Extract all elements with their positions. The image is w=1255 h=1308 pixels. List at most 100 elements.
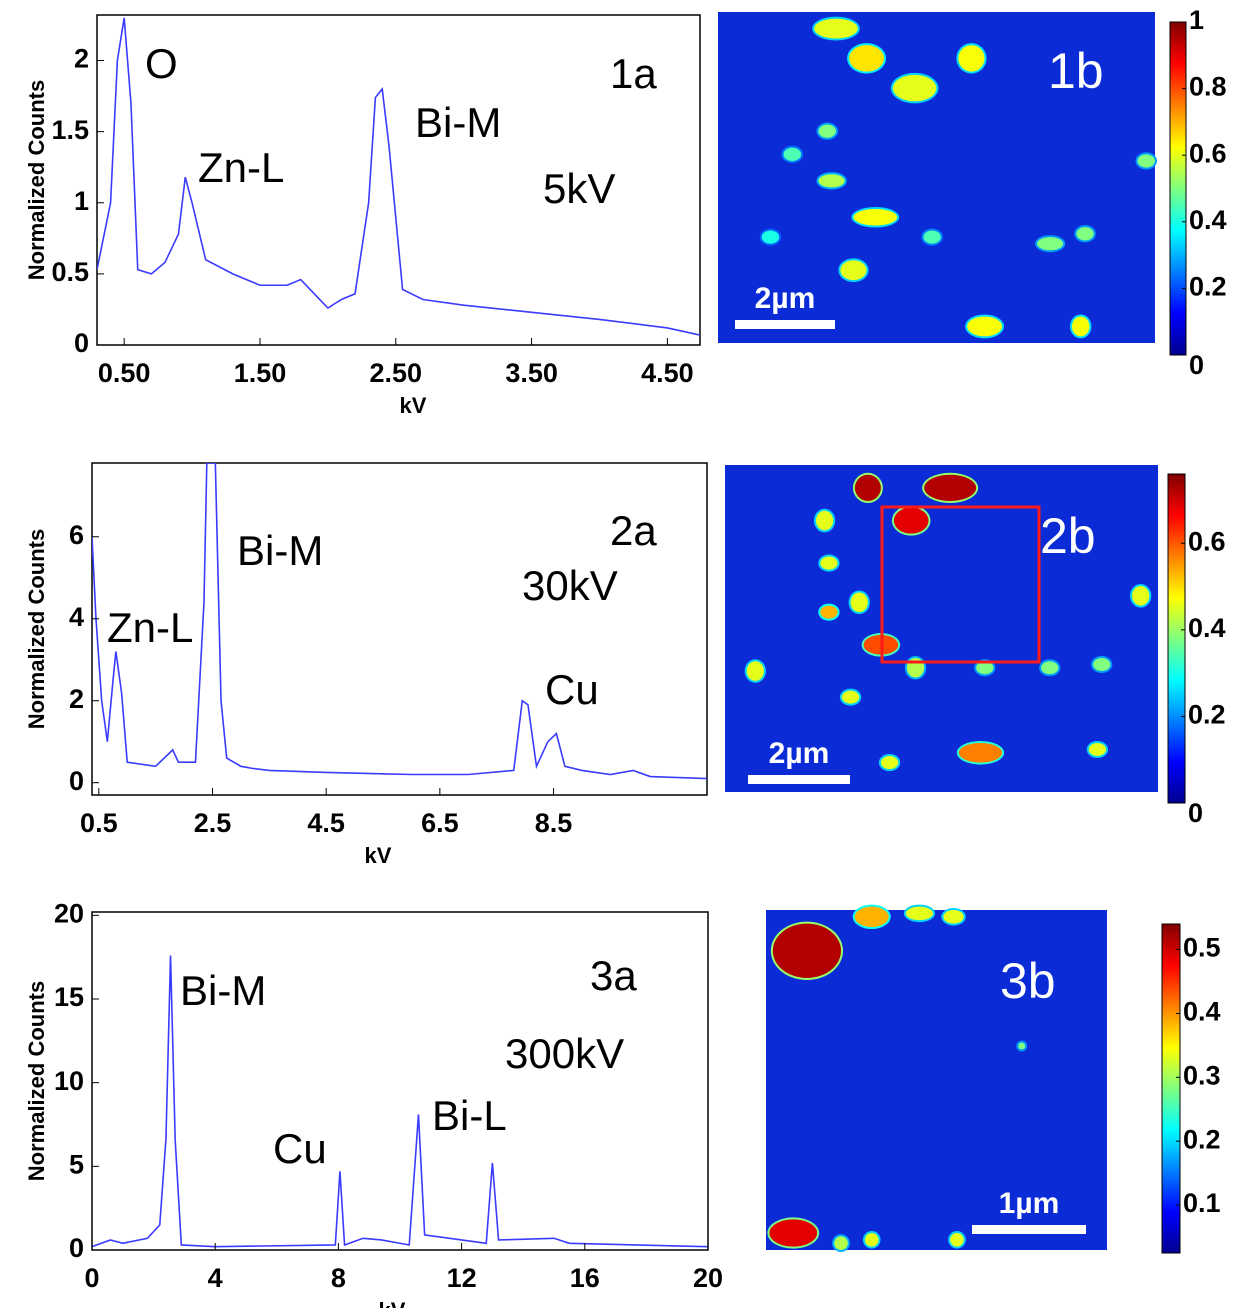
map-particle [880, 756, 899, 770]
colorbar-tick-label: 0.4 [1189, 205, 1227, 235]
map-particle [815, 510, 834, 531]
annotation: Cu [273, 1125, 327, 1172]
map-particle [818, 124, 836, 138]
x-tick-label: 0.50 [98, 358, 151, 388]
colorbar-tick-label: 0.1 [1183, 1188, 1221, 1218]
plot-frame [91, 911, 709, 1251]
spectrum-line [97, 17, 700, 336]
colorbar [1169, 21, 1187, 356]
colorbar-tick-label: 0.6 [1188, 526, 1226, 556]
y-tick-label: 4 [69, 602, 84, 632]
x-axis-label: kV [365, 843, 392, 868]
y-tick-label: 1 [74, 186, 89, 216]
y-tick-label: 10 [54, 1066, 84, 1096]
x-tick-label: 16 [570, 1263, 600, 1293]
y-tick-label: 0 [69, 766, 84, 796]
y-tick-label: 0 [69, 1233, 84, 1263]
colorbar-tick-label: 0 [1189, 350, 1204, 380]
colorbar-tick-label: 0.2 [1183, 1124, 1221, 1154]
x-tick-label: 2.5 [194, 808, 232, 838]
map-particle [1093, 657, 1111, 672]
map-particle [1071, 316, 1090, 337]
spectrum-line [92, 463, 707, 780]
scale-bar [748, 775, 850, 784]
map-particle [967, 316, 1003, 337]
colorbar-tick-label: 0.8 [1189, 72, 1227, 102]
map-particle [976, 661, 994, 675]
x-tick-label: 8.5 [535, 808, 573, 838]
y-tick-label: 6 [69, 520, 84, 550]
map-particle [834, 1236, 848, 1250]
scale-bar [972, 1225, 1086, 1234]
y-tick-label: 2 [74, 44, 89, 74]
map-particle [1037, 237, 1064, 251]
annotation: Zn-L [107, 604, 193, 651]
x-tick-label: 2.50 [370, 358, 423, 388]
scale-bar-label: 2µm [769, 737, 830, 770]
map-particle [769, 1219, 818, 1247]
map-particle [783, 147, 802, 161]
map-particle [820, 556, 838, 570]
y-axis-label: Normalized Counts [24, 80, 49, 280]
annotation: 3a [590, 952, 637, 999]
y-tick-label: 20 [54, 898, 84, 928]
x-tick-label: 4.5 [307, 808, 345, 838]
x-tick-label: 3.50 [505, 358, 558, 388]
x-tick-label: 4.50 [641, 358, 694, 388]
map-particle [1088, 742, 1107, 757]
x-axis-label: kV [400, 393, 427, 418]
map-particle [892, 74, 937, 102]
annotation: 2a [610, 507, 657, 554]
y-tick-label: 5 [69, 1149, 84, 1179]
annotation: Bi-M [237, 527, 323, 574]
panel-label: 1b [1048, 43, 1104, 99]
y-axis-label: Normalized Counts [24, 529, 49, 729]
map-particle [746, 661, 764, 681]
map-particle [772, 923, 842, 978]
annotation: Cu [545, 666, 599, 713]
annotation: 300kV [505, 1030, 624, 1077]
colorbar-tick-label: 0.2 [1188, 700, 1226, 730]
map-particle [840, 260, 867, 281]
colorbar-tick-label: 0.6 [1189, 138, 1227, 168]
spectrum-line [92, 955, 708, 1248]
scale-bar-label: 1µm [999, 1187, 1060, 1220]
x-tick-label: 1.50 [234, 358, 287, 388]
panel-label: 3b [1000, 953, 1056, 1009]
map-particle [958, 45, 985, 72]
x-axis-label: kV [379, 1298, 406, 1308]
annotation: Bi-M [180, 967, 266, 1014]
y-tick-label: 0 [74, 328, 89, 358]
y-tick-label: 15 [54, 982, 84, 1012]
map-particle [1018, 1042, 1026, 1050]
map-particle [950, 1233, 964, 1247]
x-tick-label: 20 [693, 1263, 723, 1293]
scale-bar-label: 2µm [755, 282, 816, 315]
map-particle [1076, 227, 1094, 241]
map-particle [854, 474, 881, 501]
map-particle [958, 742, 1003, 763]
map-particle [841, 690, 860, 704]
map-particle [1132, 585, 1150, 606]
map-particle [1137, 154, 1155, 168]
annotation: 5kV [543, 165, 615, 212]
colorbar-tick-label: 1 [1189, 5, 1204, 35]
annotation: 30kV [522, 562, 618, 609]
map-particle [893, 507, 929, 534]
colorbar [1167, 473, 1186, 804]
annotation: 1a [610, 50, 657, 97]
y-axis-label: Normalized Counts [24, 981, 49, 1181]
colorbar-tick-label: 0.5 [1183, 933, 1221, 963]
x-tick-label: 6.5 [421, 808, 459, 838]
colorbar-tick-label: 0 [1188, 798, 1203, 828]
colorbar [1161, 923, 1181, 1254]
y-tick-label: 2 [69, 684, 84, 714]
map-particle [850, 592, 868, 613]
annotation: Bi-L [432, 1092, 507, 1139]
map-particle [761, 230, 780, 244]
x-tick-label: 4 [208, 1263, 223, 1293]
map-particle [943, 910, 964, 924]
panel-label: 2b [1040, 508, 1096, 564]
annotation: Bi-M [415, 99, 501, 146]
